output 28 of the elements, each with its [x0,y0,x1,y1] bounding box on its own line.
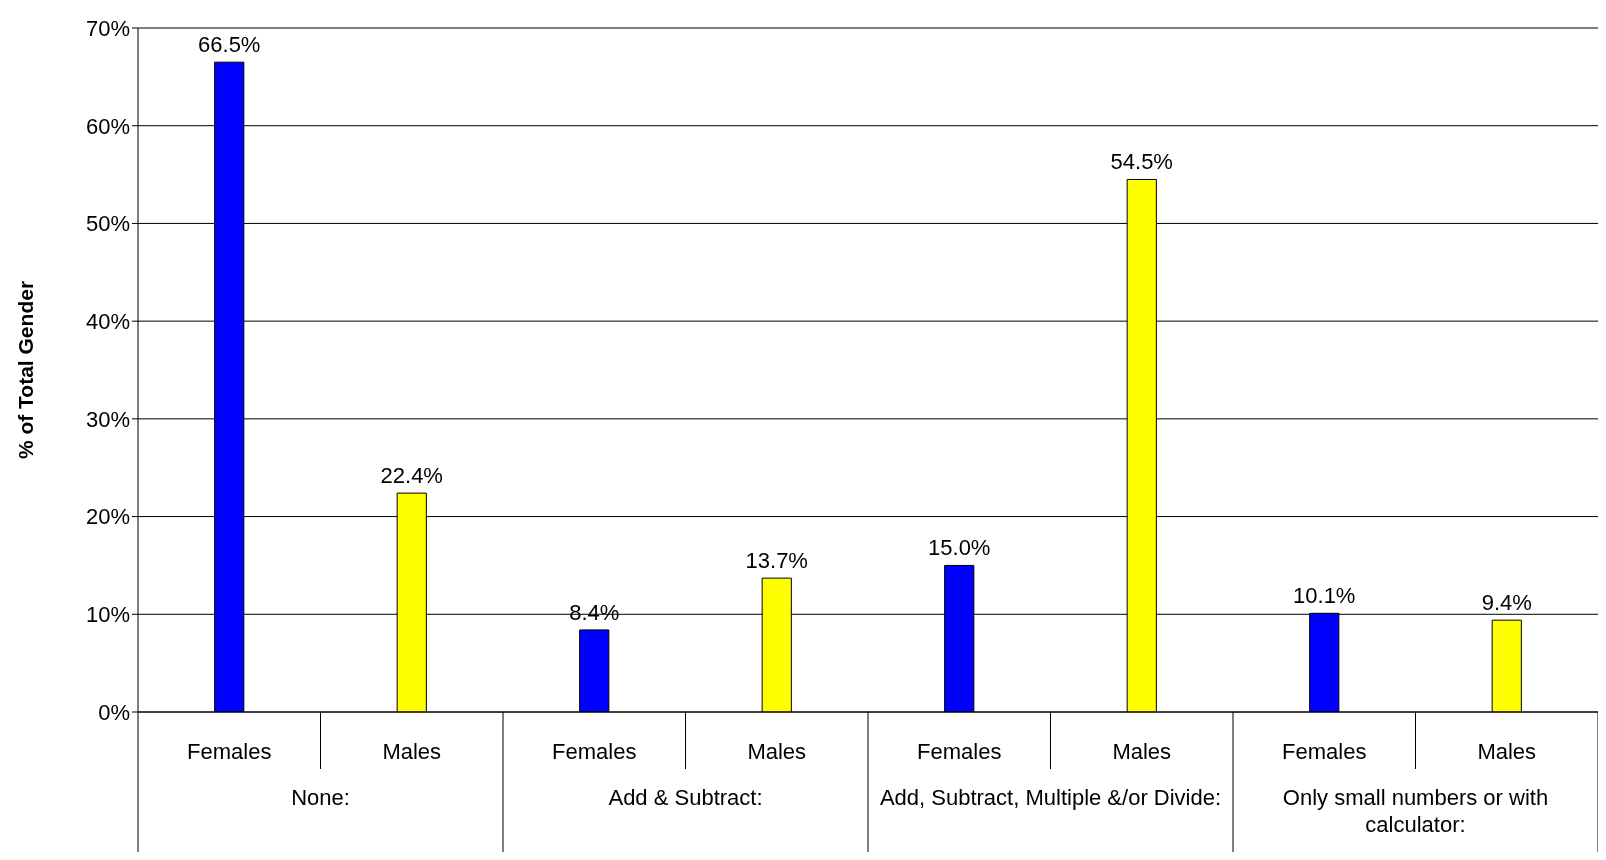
y-tick-label: 0% [98,699,130,725]
x-tick-label: Females [552,739,637,764]
y-tick-label: 40% [85,308,130,334]
x-tick-label: Males [1112,739,1172,764]
x-tick-label: Males [747,739,807,764]
x-tick-label: Females [917,739,1002,764]
text: Add, Subtract, Multiple &/or Divide: [878,784,1223,811]
data-label: 66.5% [198,32,261,58]
y-tick-label: 10% [85,602,130,628]
y-axis-title: % of Total Gender [14,280,38,460]
x-tick-label: Males [382,739,442,764]
data-label: 9.4% [1481,590,1532,616]
y-tick-label: 70% [85,15,130,41]
data-label: 13.7% [745,548,808,574]
data-label: 22.4% [380,463,443,489]
y-tick-label: 60% [85,113,130,139]
y-tick-label: 30% [85,406,130,432]
text: Only small numbers or with calculator: [1281,784,1550,838]
text: Add & Subtract: [607,784,764,811]
data-label: 10.1% [1293,583,1356,609]
data-label: 54.5% [1110,149,1173,175]
y-tick-label: 20% [85,504,130,530]
x-tick-label: Males [1477,739,1537,764]
text: None: [290,784,351,811]
x-tick-label: Females [1282,739,1367,764]
x-tick-label: Females [187,739,272,764]
y-tick-label: 50% [85,211,130,237]
data-label: 15.0% [928,535,991,561]
